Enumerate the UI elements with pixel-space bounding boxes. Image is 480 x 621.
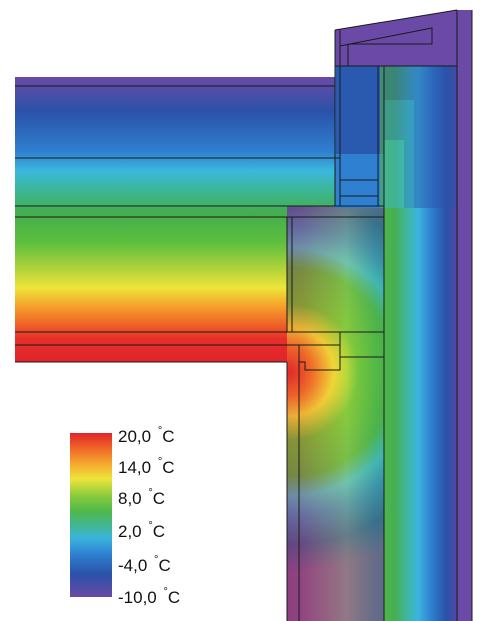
legend-unit: C	[162, 427, 175, 446]
legend-colorbar	[70, 433, 112, 597]
legend-unit: C	[152, 489, 166, 508]
parapet-cap-lower	[335, 58, 457, 66]
slab-region	[15, 77, 335, 362]
degree-icon: °	[148, 520, 153, 532]
legend-unit: C	[162, 458, 175, 477]
legend-value: 2,0	[118, 522, 142, 541]
legend-value: -4,0	[118, 556, 148, 575]
legend-value: 8,0	[118, 489, 142, 508]
construction-lines	[15, 9, 473, 621]
top-margin	[0, 0, 335, 77]
left-margin	[0, 0, 15, 362]
degree-icon: °	[157, 425, 163, 437]
corner-region	[287, 206, 384, 621]
parapet-cap	[335, 10, 457, 58]
parapet-inner-cold	[336, 58, 384, 154]
legend-label-neg4: -4,0 °C	[118, 554, 171, 577]
degree-icon: °	[163, 586, 168, 598]
legend-label-14: 14,0 °C	[118, 456, 175, 479]
wall-top-blend	[380, 66, 457, 208]
legend-unit: C	[158, 556, 171, 575]
legend-value: 20,0	[118, 427, 152, 446]
legend-label-8: 8,0 °C	[118, 487, 166, 510]
legend-label-20: 20,0 °C	[118, 425, 175, 448]
legend-value: -10,0	[118, 588, 157, 607]
legend-value: 14,0	[118, 458, 152, 477]
degree-icon: °	[157, 456, 163, 468]
legend-unit: C	[167, 588, 181, 607]
legend-label-2: 2,0 °C	[118, 520, 166, 543]
degree-icon: °	[154, 554, 159, 566]
outer-cladding	[457, 10, 472, 621]
degree-icon: °	[148, 487, 153, 499]
legend-label-neg10: -10,0 °C	[118, 586, 181, 609]
interior-space	[0, 362, 287, 621]
legend-unit: C	[152, 522, 166, 541]
